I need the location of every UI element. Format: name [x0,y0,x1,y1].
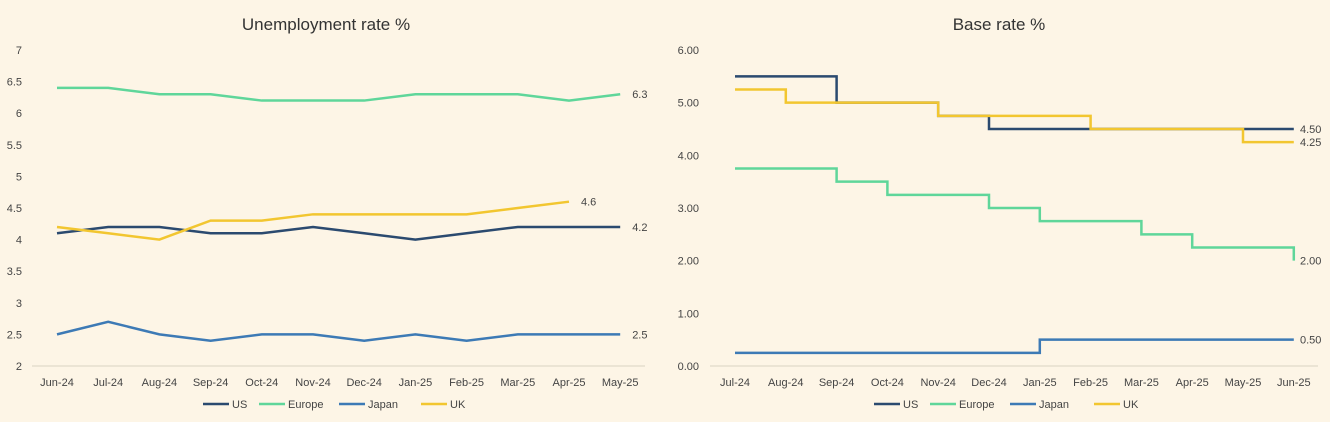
data-label-japan: 2.5 [632,329,647,341]
y-tick-label: 6 [16,108,22,120]
x-tick-label: Jun-24 [40,377,74,389]
y-tick-label: 4 [16,235,22,247]
unemployment-rate-chart: Unemployment rate % 2 2.5 3 3.5 4 4.5 5 5.5 6 6.5… [7,15,648,411]
x-tick-label: Apr-25 [1176,377,1209,389]
x-tick-label: Nov-24 [920,377,955,389]
y-tick-label: 5.5 [7,140,22,152]
x-tick-label: Dec-24 [971,377,1006,389]
x-tick-label: Feb-25 [449,377,484,389]
legend-label-uk: UK [1123,399,1139,411]
x-tick-label: Aug-24 [142,377,177,389]
x-tick-label: Jun-25 [1277,377,1311,389]
series-line-europe [57,86,621,102]
y-tick-label: 3 [16,298,22,310]
data-label-uk: 4.25 [1300,137,1321,149]
x-tick-label: Dec-24 [346,377,381,389]
x-tick-label: Mar-25 [500,377,535,389]
series-line-uk [56,200,570,241]
x-tick-label: Jan-25 [399,377,433,389]
chart-title: Base rate % [953,15,1046,34]
x-tick-label: Nov-24 [295,377,330,389]
legend-label-europe: Europe [959,399,994,411]
y-tick-label: 3.5 [7,266,22,278]
x-tick-label: May-25 [602,377,639,389]
y-tick-label: 6.00 [678,45,699,57]
series-line-japan [56,320,621,342]
legend-label-japan: Japan [1039,399,1069,411]
x-tick-label: Mar-25 [1124,377,1159,389]
legend-label-us: US [232,399,247,411]
series-line-us [735,75,1294,131]
y-tick-label: 5.00 [678,98,699,110]
series-line-uk [735,88,1294,144]
data-label-us: 4.50 [1300,124,1321,136]
chart-title: Unemployment rate % [242,15,410,34]
x-tick-label: Apr-25 [552,377,585,389]
y-tick-label: 2.00 [678,256,699,268]
x-tick-label: Sep-24 [193,377,228,389]
y-tick-label: 7 [16,45,22,57]
x-tick-label: Oct-24 [245,377,278,389]
x-tick-label: Jul-24 [720,377,750,389]
data-label-europe: 2.00 [1300,256,1321,268]
y-tick-label: 5 [16,171,22,183]
y-tick-label: 4.00 [678,150,699,162]
series-line-us [56,225,621,241]
x-tick-label: Feb-25 [1073,377,1108,389]
legend-label-europe: Europe [288,399,323,411]
y-tick-label: 2.5 [7,329,22,341]
data-label-uk: 4.6 [581,197,596,209]
y-tick-label: 6.5 [7,77,22,89]
x-tick-label: Jan-25 [1023,377,1057,389]
y-tick-label: 4.5 [7,203,22,215]
legend-label-us: US [903,399,918,411]
data-label-europe: 6.3 [632,89,647,101]
series-line-japan [735,338,1294,355]
y-tick-label: 3.00 [678,203,699,215]
data-label-japan: 0.50 [1300,335,1321,347]
x-tick-label: Oct-24 [871,377,904,389]
y-tick-label: 2 [16,361,22,373]
x-tick-label: Sep-24 [819,377,854,389]
legend-label-japan: Japan [368,399,398,411]
y-tick-label: 0.00 [678,361,699,373]
series-line-europe [735,167,1296,261]
data-label-us: 4.2 [632,222,647,234]
legend-label-uk: UK [450,399,466,411]
x-tick-label: Jul-24 [93,377,123,389]
x-tick-label: Aug-24 [768,377,803,389]
y-tick-label: 1.00 [678,308,699,320]
x-tick-label: May-25 [1225,377,1262,389]
